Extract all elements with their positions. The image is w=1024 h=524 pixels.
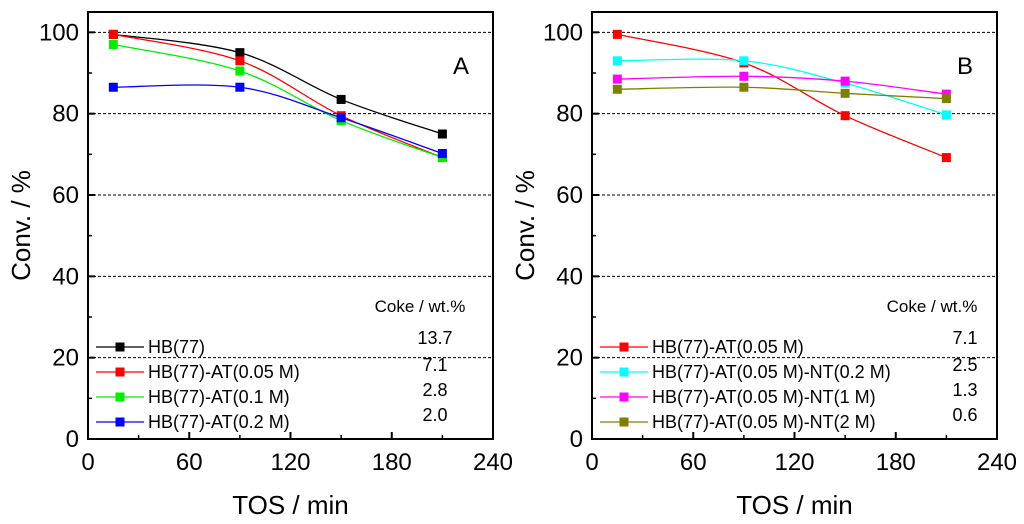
panel-b-xtick-label: 0: [585, 449, 598, 476]
panel-b-series-0-point-2: [840, 111, 850, 121]
panel-b-coke-value-1: 2.5: [952, 355, 977, 375]
panel-b-legend-label-0: HB(77)-AT(0.05 M): [652, 337, 804, 357]
panel-a-ytick-label: 60: [52, 182, 79, 209]
panel-b-y-axis-title: Conv. / %: [510, 170, 540, 281]
panel-a-coke-value-1: 7.1: [422, 355, 447, 375]
panel-b-series-3-point-2: [840, 88, 850, 98]
panel-a-y-axis-title: Conv. / %: [6, 170, 36, 281]
panel-a-series-0-point-2: [336, 94, 346, 104]
panel-a-series-1-point-0: [108, 29, 118, 39]
panel-b-legend-marker-1: [619, 367, 629, 377]
panel-a-series-3-point-1: [235, 82, 245, 92]
panel-a-series-0-point-1: [235, 48, 245, 58]
panel-b-xtick-label: 120: [774, 449, 814, 476]
panel-b-ytick-label: 60: [556, 182, 583, 209]
panel-a-coke-title: Coke / wt.%: [375, 297, 466, 316]
panel-b-panel-label: B: [957, 53, 973, 80]
panel-b-coke-value-3: 0.6: [952, 405, 977, 425]
panel-a-legend-label-3: HB(77)-AT(0.2 M): [148, 412, 290, 432]
panel-b-coke-value-2: 1.3: [952, 380, 977, 400]
panel-a-xtick-label: 0: [81, 449, 94, 476]
panel-b-series-line-2: [617, 75, 947, 95]
panel-a-series-2-point-1: [235, 66, 245, 76]
panel-b-series-3-point-0: [612, 84, 622, 94]
panel-a-ytick-label: 40: [52, 263, 79, 290]
panel-a-legend-marker-3: [115, 417, 125, 427]
panel-b-series-3-point-3: [941, 94, 951, 104]
panel-a-ytick-label: 100: [39, 19, 79, 46]
panel-a-xtick-label: 240: [473, 449, 513, 476]
panel-a-series-3-point-2: [336, 113, 346, 123]
panel-b-ytick-label: 0: [570, 426, 583, 453]
panel-a-series-2-point-0: [108, 40, 118, 50]
panel-a-legend-label-0: HB(77): [148, 337, 205, 357]
panel-b-series-3-point-1: [739, 82, 749, 92]
panel-b-chart: 0 60 120 180 240 0 20 40 60 80 100 TOS / min Conv. /…: [510, 11, 1017, 520]
panel-b-legend-label-3: HB(77)-AT(0.05 M)-NT(2 M): [652, 412, 876, 432]
panel-b-series-2-point-1: [739, 71, 749, 81]
panel-b-series-line-1: [617, 58, 947, 116]
panel-a-ytick-label: 80: [52, 101, 79, 128]
panel-a-coke-value-0: 13.7: [417, 328, 452, 348]
panel-b-ytick-label: 20: [556, 345, 583, 372]
panel-a-series-line-0: [113, 33, 443, 135]
panel-a-legend-marker-2: [115, 392, 125, 402]
panel-a-legend-label-1: HB(77)-AT(0.05 M): [148, 362, 300, 382]
panel-a-series-0-point-3: [437, 129, 447, 139]
panel-a-panel-label: A: [453, 53, 469, 80]
panel-a-series-line-2: [113, 43, 443, 159]
panel-a-x-axis-title: TOS / min: [232, 490, 349, 520]
panel-a-xtick-label: 120: [270, 449, 310, 476]
panel-a-xtick-label: 60: [176, 449, 203, 476]
panel-a-coke-value-3: 2.0: [422, 405, 447, 425]
panel-a-series-3-point-3: [437, 149, 447, 159]
panel-b-series-line-0: [617, 33, 947, 159]
panel-b-x-axis-title: TOS / min: [736, 490, 853, 520]
panel-b-legend-label-2: HB(77)-AT(0.05 M)-NT(1 M): [652, 387, 876, 407]
panel-b-ytick-label: 100: [543, 19, 583, 46]
panel-a-legend-marker-1: [115, 367, 125, 377]
panel-a-coke-value-2: 2.8: [422, 380, 447, 400]
panel-b-series-2-point-0: [612, 74, 622, 84]
panel-a-series-line-1: [113, 33, 443, 159]
panel-a-series-3-point-0: [108, 82, 118, 92]
panel-b-legend-marker-0: [619, 342, 629, 352]
panel-a-series-1-point-1: [235, 56, 245, 66]
panel-b-xtick-label: 180: [876, 449, 916, 476]
panel-a-legend-label-2: HB(77)-AT(0.1 M): [148, 387, 290, 407]
panel-b-coke-title: Coke / wt.%: [887, 297, 978, 316]
panel-a-xtick-label: 180: [372, 449, 412, 476]
panel-b-series-1-point-1: [739, 56, 749, 66]
panel-a-legend-marker-0: [115, 342, 125, 352]
panel-b-series-0-point-0: [612, 29, 622, 39]
panel-b-ytick-label: 80: [556, 101, 583, 128]
panel-a-ytick-label: 0: [66, 426, 79, 453]
panel-a-chart: 0 60 120 180 240 0 20 40 60 80 100 TOS / min Conv. /…: [6, 11, 513, 520]
panel-b-coke-value-0: 7.1: [952, 328, 977, 348]
panel-b-legend-label-1: HB(77)-AT(0.05 M)-NT(0.2 M): [652, 362, 891, 382]
panel-b-ytick-label: 40: [556, 263, 583, 290]
panel-a-series-line-3: [113, 84, 443, 155]
panel-b-series-1-point-3: [941, 110, 951, 120]
panel-b-xtick-label: 240: [977, 449, 1017, 476]
panel-b-legend-marker-2: [619, 392, 629, 402]
panel-b-xtick-label: 60: [680, 449, 707, 476]
panel-a-ytick-label: 20: [52, 345, 79, 372]
panel-b-legend-marker-3: [619, 417, 629, 427]
panel-b-series-2-point-2: [840, 76, 850, 86]
panel-b-series-0-point-3: [941, 153, 951, 163]
panel-b-series-1-point-0: [612, 56, 622, 66]
panel-b-series-line-3: [617, 86, 947, 100]
